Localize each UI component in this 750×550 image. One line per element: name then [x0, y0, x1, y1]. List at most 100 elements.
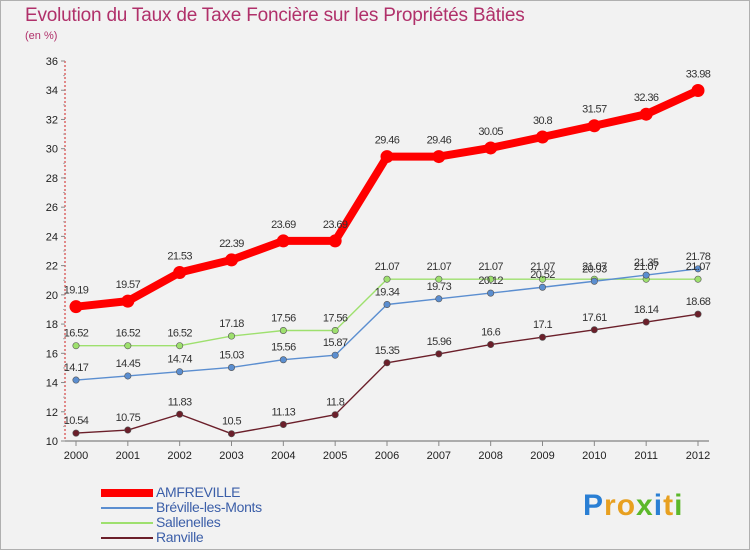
data-label: 17.56	[271, 313, 296, 325]
legend-swatch-ranville	[101, 530, 153, 545]
x-tick-label: 2002	[167, 450, 191, 462]
data-label: 11.13	[271, 406, 295, 418]
data-point	[124, 426, 132, 434]
data-point	[121, 294, 135, 308]
legend-label-breville-les-monts: Bréville-les-Monts	[156, 499, 262, 515]
data-point	[694, 265, 702, 273]
data-point	[642, 271, 650, 279]
y-tick-label: 20	[46, 290, 58, 302]
data-label: 14.45	[116, 358, 141, 370]
x-tick-label: 2004	[271, 450, 295, 462]
x-tick-label: 2001	[116, 450, 140, 462]
data-label: 16.52	[116, 328, 141, 340]
data-point	[435, 275, 443, 283]
data-point	[279, 327, 287, 335]
x-tick-label: 2000	[64, 450, 88, 462]
data-label: 11.83	[168, 396, 192, 408]
data-label: 11.8	[326, 397, 345, 409]
data-point	[587, 119, 601, 133]
brand-letter: t	[663, 489, 675, 522]
data-point	[538, 275, 546, 283]
data-label: 19.73	[427, 281, 452, 293]
data-point	[124, 372, 132, 380]
data-point	[691, 84, 705, 98]
data-point	[331, 351, 339, 359]
data-point	[487, 275, 495, 283]
y-tick-label: 14	[46, 378, 58, 390]
data-point	[536, 130, 549, 144]
data-label: 30.8	[533, 115, 552, 127]
data-label: 21.07	[582, 261, 607, 273]
data-point	[228, 430, 236, 438]
data-label: 10.5	[222, 416, 241, 428]
data-point	[225, 253, 238, 267]
data-point	[484, 141, 498, 155]
data-label: 18.14	[634, 304, 659, 316]
data-point	[279, 356, 287, 364]
legend-label-amfreville: AMFREVILLE	[156, 484, 241, 500]
series-breville-les-monts	[72, 265, 702, 384]
data-label: 19.34	[375, 286, 400, 298]
data-label: 15.03	[219, 349, 244, 361]
data-label: 20.52	[530, 269, 555, 281]
data-label: 16.52	[64, 328, 89, 340]
x-tick-label: 2009	[530, 450, 554, 462]
data-label: 15.35	[375, 345, 400, 357]
data-point	[176, 342, 184, 350]
data-label: 15.56	[271, 342, 296, 354]
data-label: 29.46	[427, 135, 452, 147]
data-point	[694, 275, 702, 283]
legend-swatch-sallenelles	[101, 515, 153, 530]
data-point	[590, 277, 598, 285]
data-point	[487, 289, 495, 297]
data-point	[276, 234, 290, 248]
data-label: 21.78	[686, 251, 711, 263]
data-point	[176, 368, 184, 376]
data-label: 14.74	[167, 354, 192, 366]
data-point	[694, 310, 702, 318]
data-point	[590, 326, 598, 334]
y-tick-label: 22	[46, 261, 58, 273]
x-tick-label: 2011	[634, 450, 658, 462]
legend-swatch-breville-les-monts	[101, 500, 153, 515]
data-label: 16.52	[167, 328, 192, 340]
data-label: 17.1	[533, 319, 552, 331]
data-label: 20.93	[582, 263, 607, 275]
data-label: 14.17	[64, 362, 89, 374]
y-tick-label: 26	[46, 202, 58, 214]
x-tick-label: 2007	[427, 450, 451, 462]
data-point	[435, 350, 443, 358]
proxiti-logo: Proxiti	[583, 489, 683, 523]
legend-label-sallenelles: Sallenelles	[156, 514, 221, 530]
y-tick-label: 28	[46, 173, 58, 185]
brand-letter: P	[583, 489, 605, 522]
data-point	[124, 342, 132, 350]
data-label: 17.61	[582, 312, 607, 324]
data-label: 10.75	[116, 412, 141, 424]
data-point	[383, 300, 391, 308]
data-label: 30.05	[478, 126, 503, 138]
data-label: 33.98	[686, 69, 711, 81]
data-label: 15.96	[427, 336, 452, 348]
data-point	[642, 318, 650, 326]
data-label: 32.36	[634, 92, 659, 104]
chart-subtitle: (en %)	[25, 30, 58, 42]
data-point	[331, 411, 339, 419]
data-label: 21.07	[530, 261, 555, 273]
data-label: 31.57	[582, 104, 607, 116]
x-tick-label: 2005	[323, 450, 347, 462]
data-label: 22.39	[219, 238, 244, 250]
data-point	[176, 410, 184, 418]
data-label: 23.69	[323, 219, 348, 231]
data-label: 21.07	[427, 261, 452, 273]
x-tick-label: 2012	[686, 450, 710, 462]
data-point	[72, 342, 80, 350]
data-point	[383, 275, 391, 283]
y-tick-label: 16	[46, 348, 58, 360]
brand-letter: i	[653, 489, 664, 522]
y-tick-label: 12	[46, 407, 58, 419]
brand-letter: x	[636, 489, 654, 522]
chart-title: Evolution du Taux de Taxe Foncière sur l…	[25, 5, 525, 26]
